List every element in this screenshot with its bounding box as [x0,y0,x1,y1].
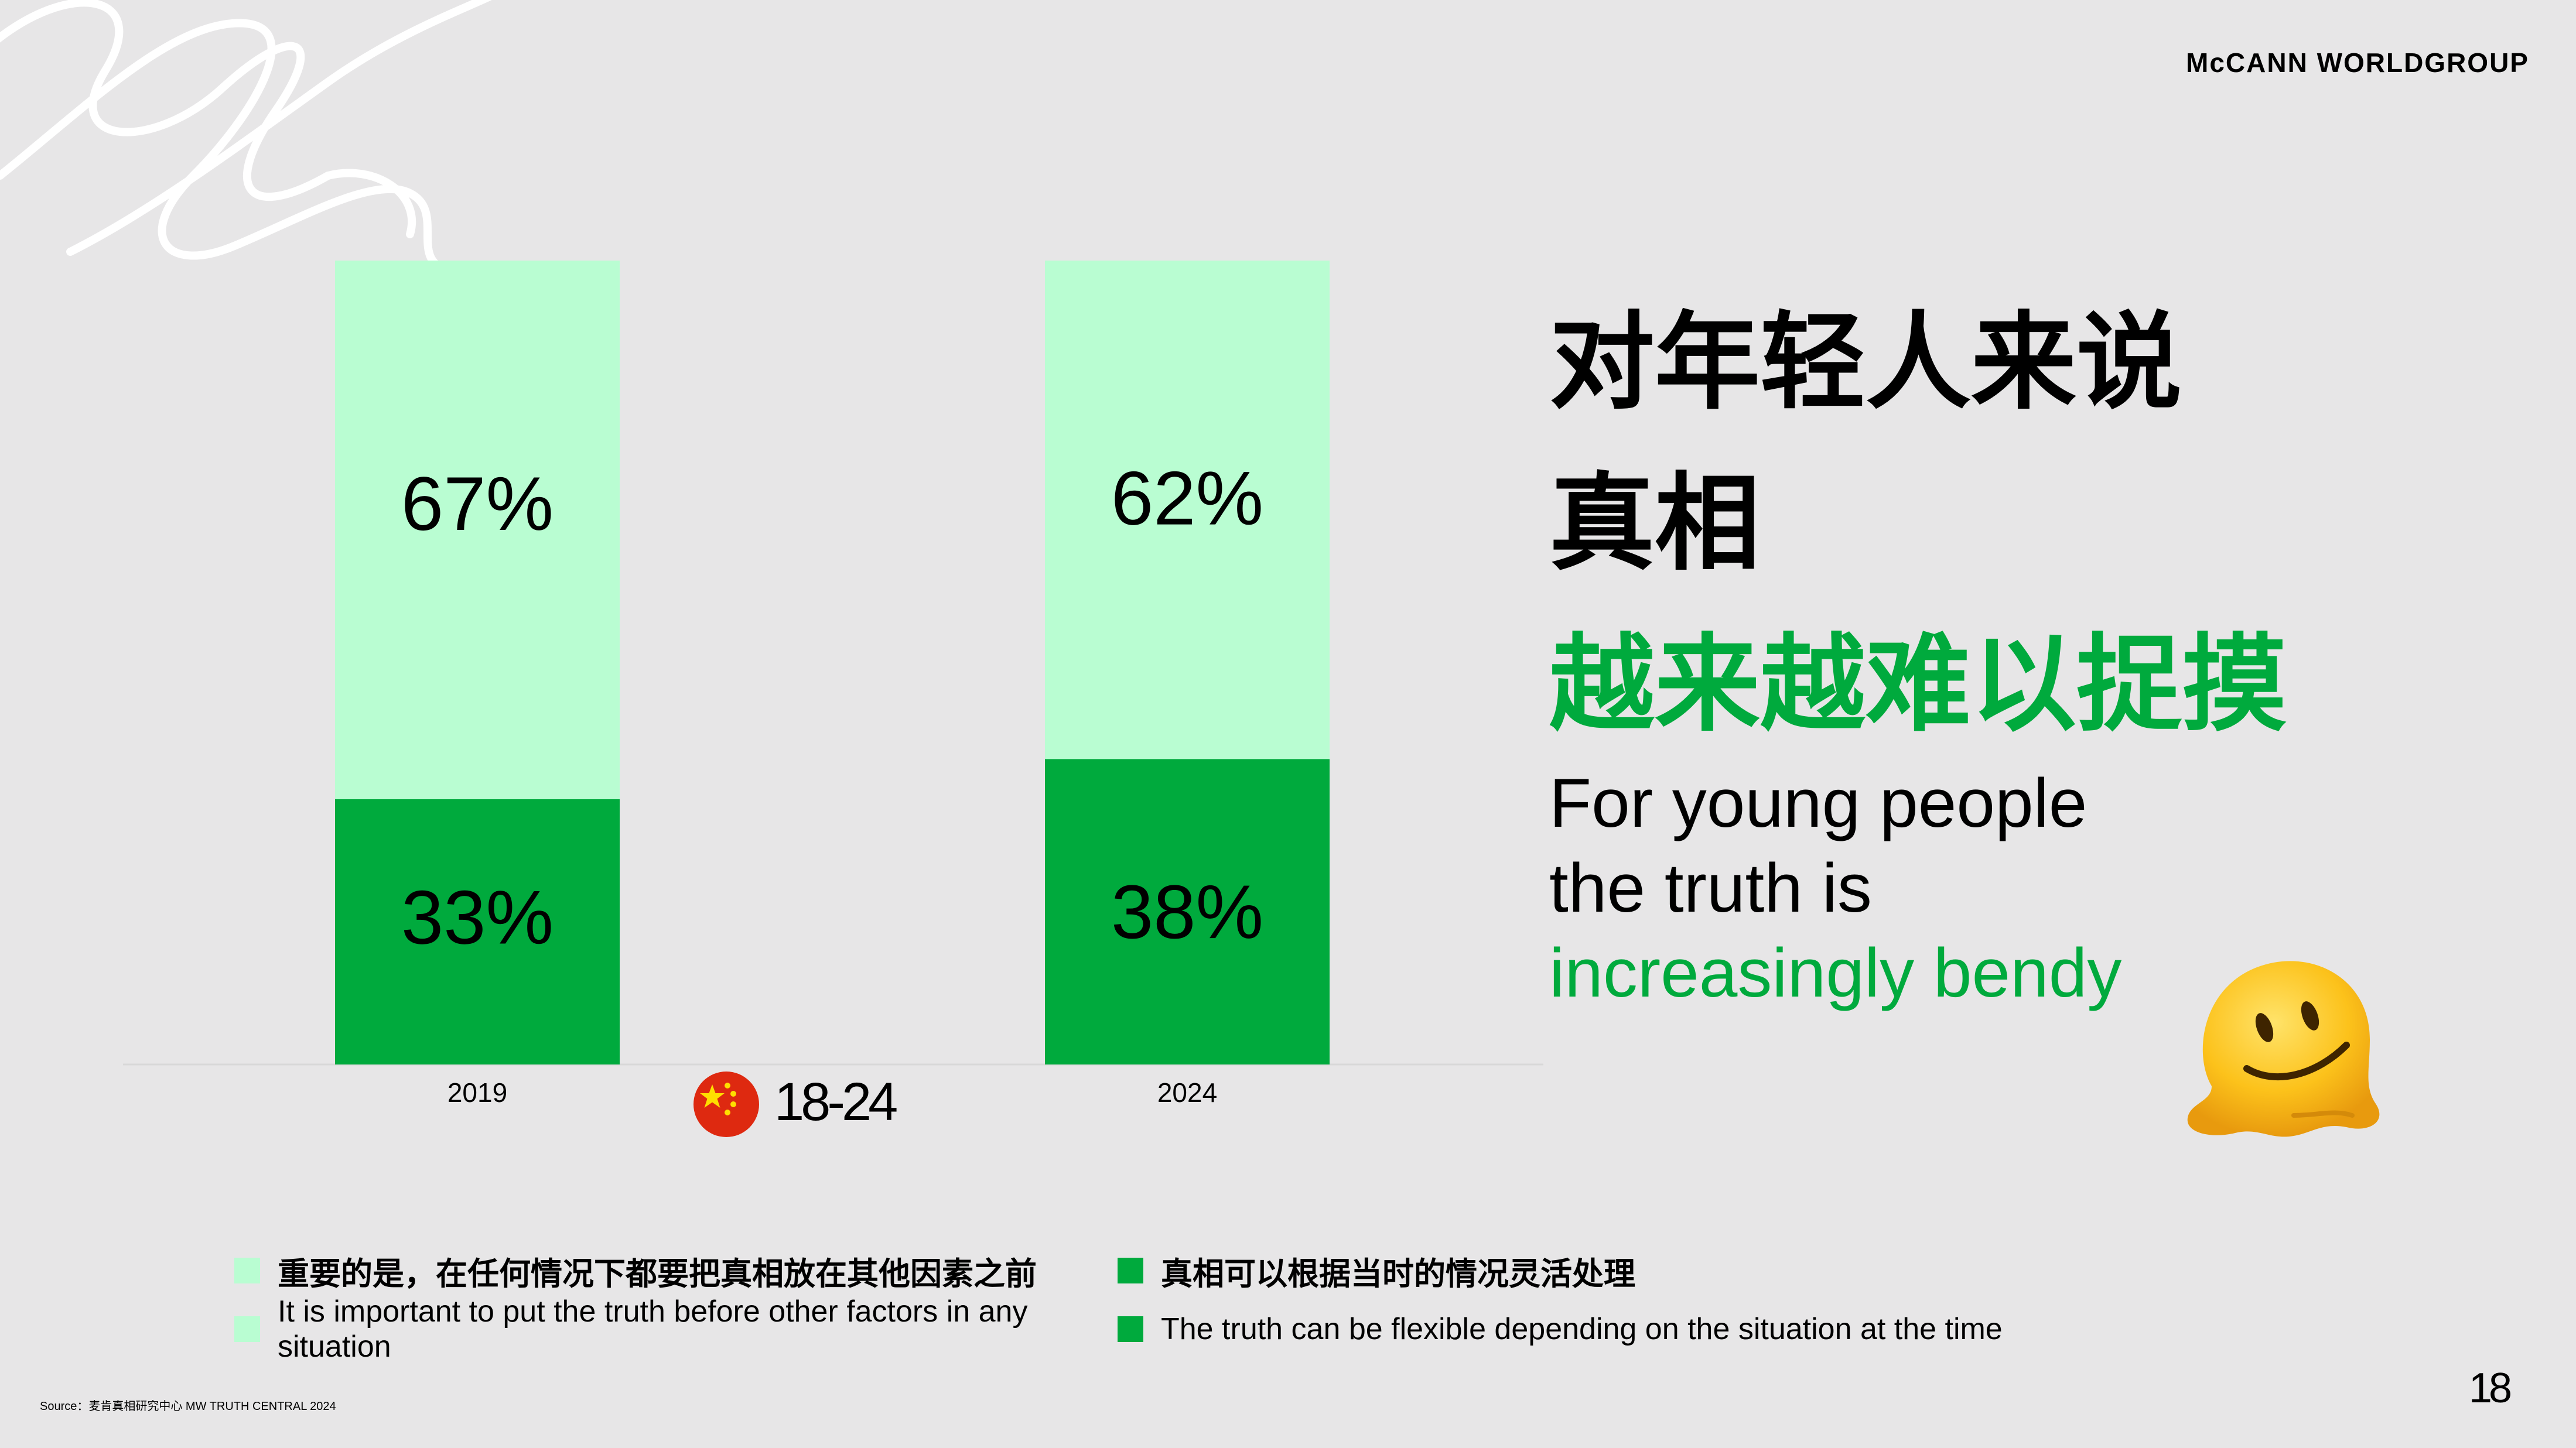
headline-cn-line3: 越来越难以捉摸 [1549,624,2288,746]
legend-swatch-dark [1118,1258,1143,1283]
x-tick-label-2024: 2024 [1157,1077,1217,1108]
legend-label-dark-cn: 真相可以根据当时的情况灵活处理 [1161,1255,1635,1292]
legend-item-dark-cn: 真相可以根据当时的情况灵活处理 [1118,1248,1635,1294]
data-label-2019-bottom: 33% [401,874,554,960]
data-label-2024-bottom: 38% [1111,869,1263,954]
bar-segment-2019-important [335,261,620,799]
age-group-label: 18-24 [774,1072,898,1132]
bar-segment-2019-flexible [335,799,620,1064]
headline-block: 对年轻人来说 真相 越来越难以捉摸 For young people the t… [1549,310,2287,1016]
page-number: 18 [2468,1365,2512,1412]
legend-label-light-en: It is important to put the truth before … [278,1295,1028,1364]
data-label-2024-top: 62% [1111,456,1263,541]
melting-face-emoji-icon [2187,961,2380,1137]
stacked-bar-chart: 33% 67% 2019 38% 62% 2024 [123,261,1543,1108]
headline-cn-line1: 对年轻人来说 [1549,302,2182,424]
legend-label-dark-en: The truth can be flexible depending on t… [1161,1312,2003,1346]
headline-en-line2: the truth is [1549,850,1872,927]
legend-item-dark-en: The truth can be flexible depending on t… [1118,1312,2003,1347]
legend-swatch-light [234,1258,260,1283]
chart-legend: 重要的是，在任何情况下都要把真相放在其他因素之前 真相可以根据当时的情况灵活处理… [234,1241,2003,1364]
legend-item-light-cn: 重要的是，在任何情况下都要把真相放在其他因素之前 [234,1248,1118,1294]
brand-logo: McCANN WORLDGROUP [2186,47,2529,78]
swirl-decoration [0,0,492,273]
bar-segment-2024-important [1045,261,1330,759]
legend-row-cn: 重要的是，在任何情况下都要把真相放在其他因素之前 真相可以根据当时的情况灵活处理 [234,1241,2003,1300]
legend-item-light-en: It is important to put the truth before … [234,1294,1118,1364]
data-label-2019-top: 67% [401,461,554,546]
china-flag-icon [693,1072,759,1137]
headline-cn-line2: 真相 [1549,463,1761,585]
x-tick-label-2019: 2019 [447,1077,507,1108]
legend-label-light-cn: 重要的是，在任何情况下都要把真相放在其他因素之前 [278,1255,1037,1292]
bar-segment-2024-flexible [1045,759,1330,1064]
source-note: Source：麦肯真相研究中心 MW TRUTH CENTRAL 2024 [40,1400,336,1413]
headline-en-line1: For young people [1549,765,2088,842]
headline-en-line3: increasingly bendy [1549,934,2122,1012]
legend-row-en: It is important to put the truth before … [234,1295,2003,1364]
legend-swatch-light [234,1316,260,1342]
legend-swatch-dark [1118,1316,1143,1342]
